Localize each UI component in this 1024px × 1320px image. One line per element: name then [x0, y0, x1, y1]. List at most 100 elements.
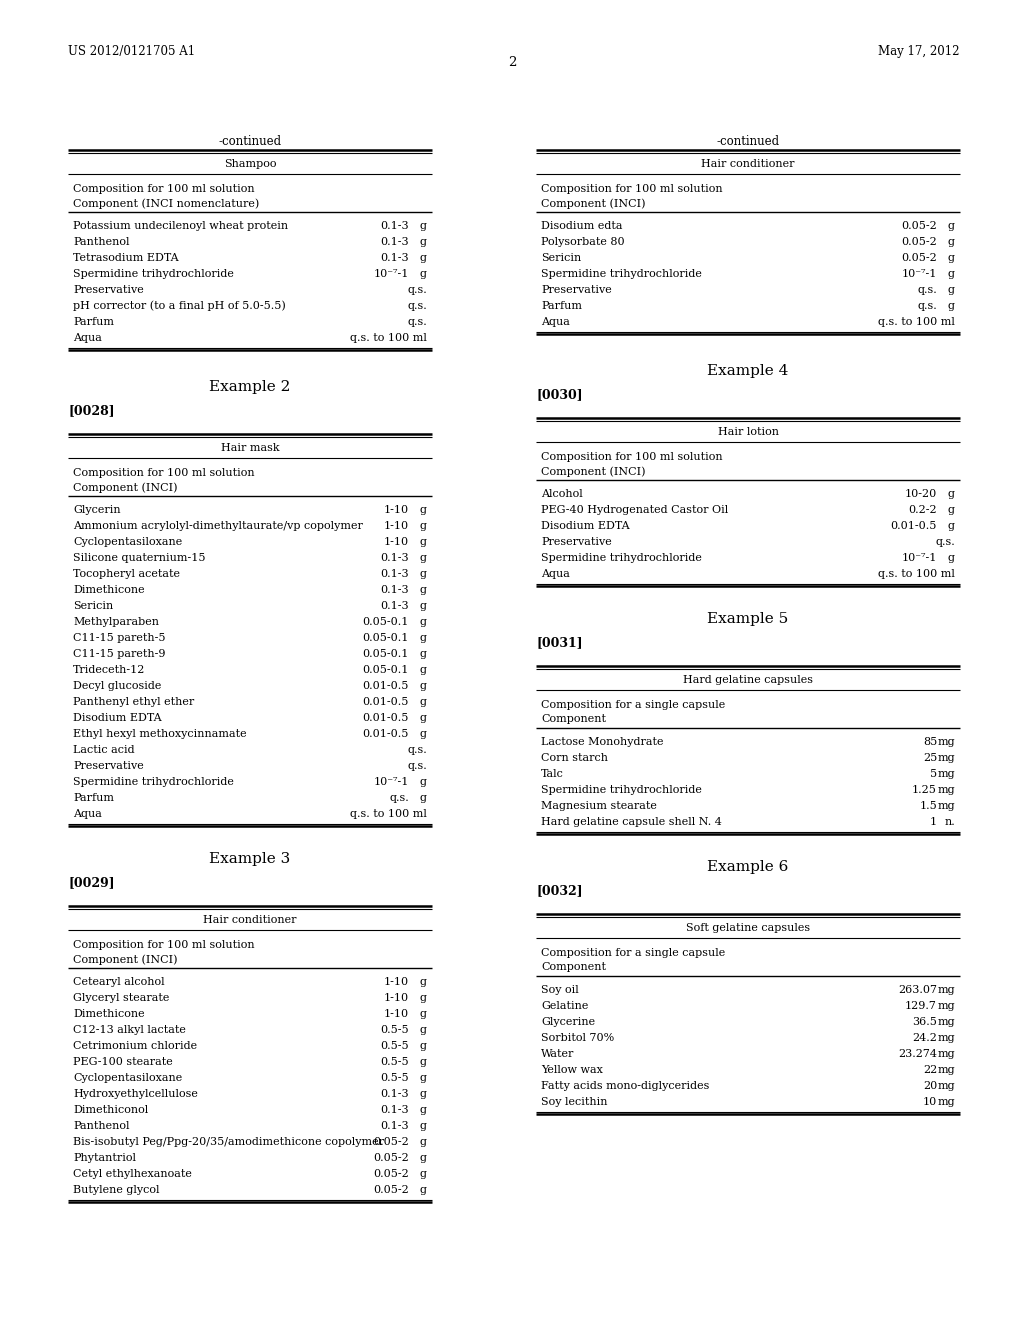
- Text: 85: 85: [923, 737, 937, 747]
- Text: q.s. to 100 ml: q.s. to 100 ml: [879, 317, 955, 327]
- Text: Composition for a single capsule: Composition for a single capsule: [541, 949, 725, 958]
- Text: Component (INCI nomenclature): Component (INCI nomenclature): [73, 198, 259, 209]
- Text: q.s. to 100 ml: q.s. to 100 ml: [350, 333, 427, 343]
- Text: g: g: [420, 253, 427, 263]
- Text: Parfum: Parfum: [73, 793, 114, 803]
- Text: 0.01-0.5: 0.01-0.5: [362, 697, 409, 708]
- Text: Butylene glycol: Butylene glycol: [73, 1185, 160, 1195]
- Text: Magnesium stearate: Magnesium stearate: [541, 801, 656, 810]
- Text: Ethyl hexyl methoxycinnamate: Ethyl hexyl methoxycinnamate: [73, 729, 247, 739]
- Text: 0.1-3: 0.1-3: [380, 601, 409, 611]
- Text: Component (INCI): Component (INCI): [541, 198, 645, 209]
- Text: Dimethicone: Dimethicone: [73, 1008, 144, 1019]
- Text: Hair mask: Hair mask: [221, 444, 280, 453]
- Text: [0028]: [0028]: [68, 404, 115, 417]
- Text: Hair conditioner: Hair conditioner: [203, 915, 297, 925]
- Text: g: g: [420, 777, 427, 787]
- Text: -continued: -continued: [218, 135, 282, 148]
- Text: mg: mg: [937, 1016, 955, 1027]
- Text: PEG-40 Hydrogenated Castor Oil: PEG-40 Hydrogenated Castor Oil: [541, 504, 728, 515]
- Text: q.s. to 100 ml: q.s. to 100 ml: [879, 569, 955, 579]
- Text: g: g: [420, 504, 427, 515]
- Text: mg: mg: [937, 1034, 955, 1043]
- Text: Sericin: Sericin: [541, 253, 582, 263]
- Text: 10: 10: [923, 1097, 937, 1107]
- Text: g: g: [420, 1137, 427, 1147]
- Text: Spermidine trihydrochloride: Spermidine trihydrochloride: [541, 553, 701, 562]
- Text: g: g: [420, 697, 427, 708]
- Text: 1-10: 1-10: [384, 504, 409, 515]
- Text: mg: mg: [937, 752, 955, 763]
- Text: q.s.: q.s.: [918, 301, 937, 312]
- Text: Tetrasodium EDTA: Tetrasodium EDTA: [73, 253, 178, 263]
- Text: 0.2-2: 0.2-2: [908, 504, 937, 515]
- Text: 0.5-5: 0.5-5: [380, 1024, 409, 1035]
- Text: g: g: [420, 569, 427, 579]
- Text: Composition for 100 ml solution: Composition for 100 ml solution: [541, 185, 723, 194]
- Text: Aqua: Aqua: [541, 317, 570, 327]
- Text: 24.2: 24.2: [912, 1034, 937, 1043]
- Text: 36.5: 36.5: [912, 1016, 937, 1027]
- Text: q.s. to 100 ml: q.s. to 100 ml: [350, 809, 427, 818]
- Text: g: g: [420, 236, 427, 247]
- Text: Spermidine trihydrochloride: Spermidine trihydrochloride: [541, 785, 701, 795]
- Text: g: g: [948, 521, 955, 531]
- Text: g: g: [420, 681, 427, 690]
- Text: Dimethiconol: Dimethiconol: [73, 1105, 148, 1115]
- Text: 10⁻⁷-1: 10⁻⁷-1: [901, 269, 937, 279]
- Text: g: g: [420, 1041, 427, 1051]
- Text: Example 2: Example 2: [209, 380, 291, 393]
- Text: g: g: [420, 616, 427, 627]
- Text: [0029]: [0029]: [68, 876, 115, 888]
- Text: 10⁻⁷-1: 10⁻⁷-1: [374, 269, 409, 279]
- Text: Ammonium acrylolyl-dimethyltaurate/vp copolymer: Ammonium acrylolyl-dimethyltaurate/vp co…: [73, 521, 362, 531]
- Text: Example 6: Example 6: [708, 861, 788, 874]
- Text: Composition for 100 ml solution: Composition for 100 ml solution: [73, 469, 255, 479]
- Text: 0.1-3: 0.1-3: [380, 236, 409, 247]
- Text: PEG-100 stearate: PEG-100 stearate: [73, 1057, 173, 1067]
- Text: g: g: [948, 488, 955, 499]
- Text: pH corrector (to a final pH of 5.0-5.5): pH corrector (to a final pH of 5.0-5.5): [73, 301, 286, 312]
- Text: 0.01-0.5: 0.01-0.5: [362, 729, 409, 739]
- Text: q.s.: q.s.: [918, 285, 937, 294]
- Text: mg: mg: [937, 1049, 955, 1059]
- Text: Aqua: Aqua: [541, 569, 570, 579]
- Text: mg: mg: [937, 737, 955, 747]
- Text: 0.1-3: 0.1-3: [380, 569, 409, 579]
- Text: 0.1-3: 0.1-3: [380, 553, 409, 562]
- Text: Water: Water: [541, 1049, 574, 1059]
- Text: Alcohol: Alcohol: [541, 488, 583, 499]
- Text: 0.05-2: 0.05-2: [901, 236, 937, 247]
- Text: Trideceth-12: Trideceth-12: [73, 665, 145, 675]
- Text: q.s.: q.s.: [408, 317, 427, 327]
- Text: Cetyl ethylhexanoate: Cetyl ethylhexanoate: [73, 1170, 191, 1179]
- Text: Aqua: Aqua: [73, 333, 101, 343]
- Text: Composition for 100 ml solution: Composition for 100 ml solution: [541, 453, 723, 462]
- Text: Cyclopentasiloxane: Cyclopentasiloxane: [73, 537, 182, 546]
- Text: 0.05-0.1: 0.05-0.1: [362, 665, 409, 675]
- Text: Component (INCI): Component (INCI): [73, 482, 177, 492]
- Text: Hard gelatine capsules: Hard gelatine capsules: [683, 675, 813, 685]
- Text: Example 4: Example 4: [708, 364, 788, 378]
- Text: g: g: [420, 269, 427, 279]
- Text: 0.1-3: 0.1-3: [380, 253, 409, 263]
- Text: g: g: [420, 537, 427, 546]
- Text: Panthenyl ethyl ether: Panthenyl ethyl ether: [73, 697, 195, 708]
- Text: Soy oil: Soy oil: [541, 985, 579, 995]
- Text: Bis-isobutyl Peg/Ppg-20/35/amodimethicone copolymer: Bis-isobutyl Peg/Ppg-20/35/amodimethicon…: [73, 1137, 384, 1147]
- Text: Cetrimonium chloride: Cetrimonium chloride: [73, 1041, 198, 1051]
- Text: q.s.: q.s.: [935, 537, 955, 546]
- Text: Lactic acid: Lactic acid: [73, 744, 134, 755]
- Text: Soft gelatine capsules: Soft gelatine capsules: [686, 923, 810, 933]
- Text: g: g: [420, 729, 427, 739]
- Text: mg: mg: [937, 785, 955, 795]
- Text: g: g: [948, 253, 955, 263]
- Text: q.s.: q.s.: [408, 285, 427, 294]
- Text: 0.05-2: 0.05-2: [374, 1137, 409, 1147]
- Text: Preservative: Preservative: [73, 760, 143, 771]
- Text: 1-10: 1-10: [384, 1008, 409, 1019]
- Text: 10-20: 10-20: [905, 488, 937, 499]
- Text: mg: mg: [937, 1065, 955, 1074]
- Text: Soy lecithin: Soy lecithin: [541, 1097, 607, 1107]
- Text: Disodium EDTA: Disodium EDTA: [73, 713, 162, 723]
